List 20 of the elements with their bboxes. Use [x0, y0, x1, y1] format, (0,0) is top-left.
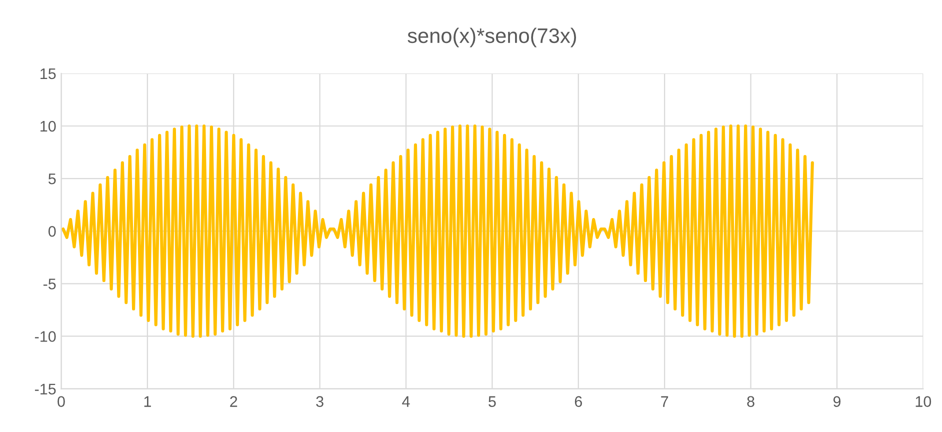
- line-series: [62, 124, 814, 338]
- y-tick-label: 0: [48, 226, 56, 237]
- x-tick-label: 6: [574, 396, 582, 407]
- y-tick-label: 15: [40, 68, 56, 80]
- x-tick-label: 8: [747, 396, 754, 407]
- y-tick-label: 10: [40, 120, 56, 132]
- y-tick-label: -5: [43, 278, 56, 290]
- chart-title: seno(x)*seno(73x): [408, 28, 576, 48]
- x-tick-label: 0: [58, 396, 65, 407]
- y-tick-label: -10: [34, 331, 56, 342]
- x-tick-label: 9: [833, 396, 840, 407]
- y-tick-label: 5: [48, 174, 56, 184]
- y-tick-label: -15: [34, 384, 56, 394]
- x-tick-label: 2: [230, 396, 238, 407]
- x-tick-label: 10: [916, 396, 932, 407]
- x-tick-label: 3: [316, 396, 324, 407]
- x-tick-label: 5: [488, 396, 496, 407]
- x-tick-label: 1: [144, 396, 151, 407]
- x-tick-label: 7: [661, 396, 668, 407]
- x-tick-label: 4: [402, 396, 410, 407]
